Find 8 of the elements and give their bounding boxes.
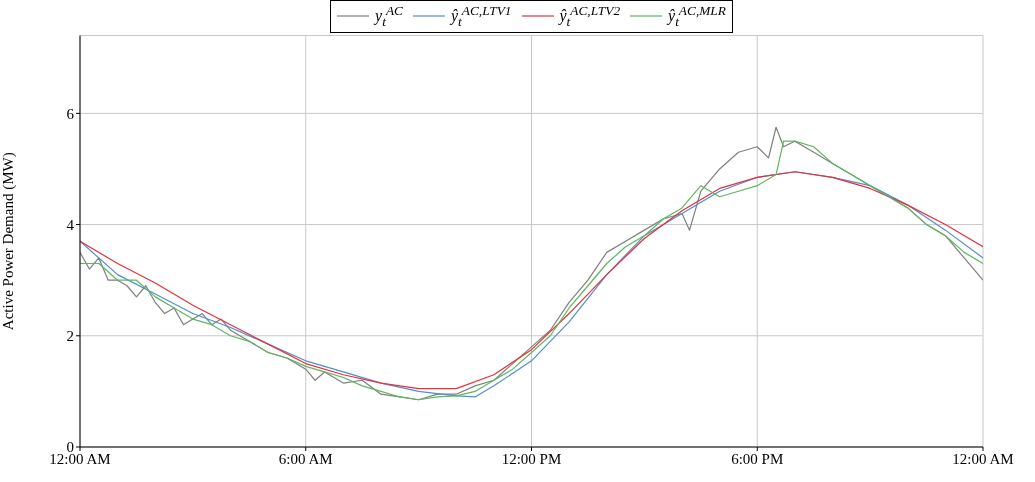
y-axis-title: Active Power Demand (MW) [0, 152, 18, 331]
x-tick-label: 6:00 PM [731, 450, 784, 467]
x-tick-label: 6:00 AM [278, 450, 333, 467]
x-tick-label: 12:00 AM [952, 450, 1014, 467]
y-tick-label: 4 [66, 216, 75, 233]
y-tick-label: 6 [66, 105, 75, 122]
x-tick-label: 12:00 PM [501, 450, 562, 467]
y-tick-label: 2 [66, 328, 74, 345]
